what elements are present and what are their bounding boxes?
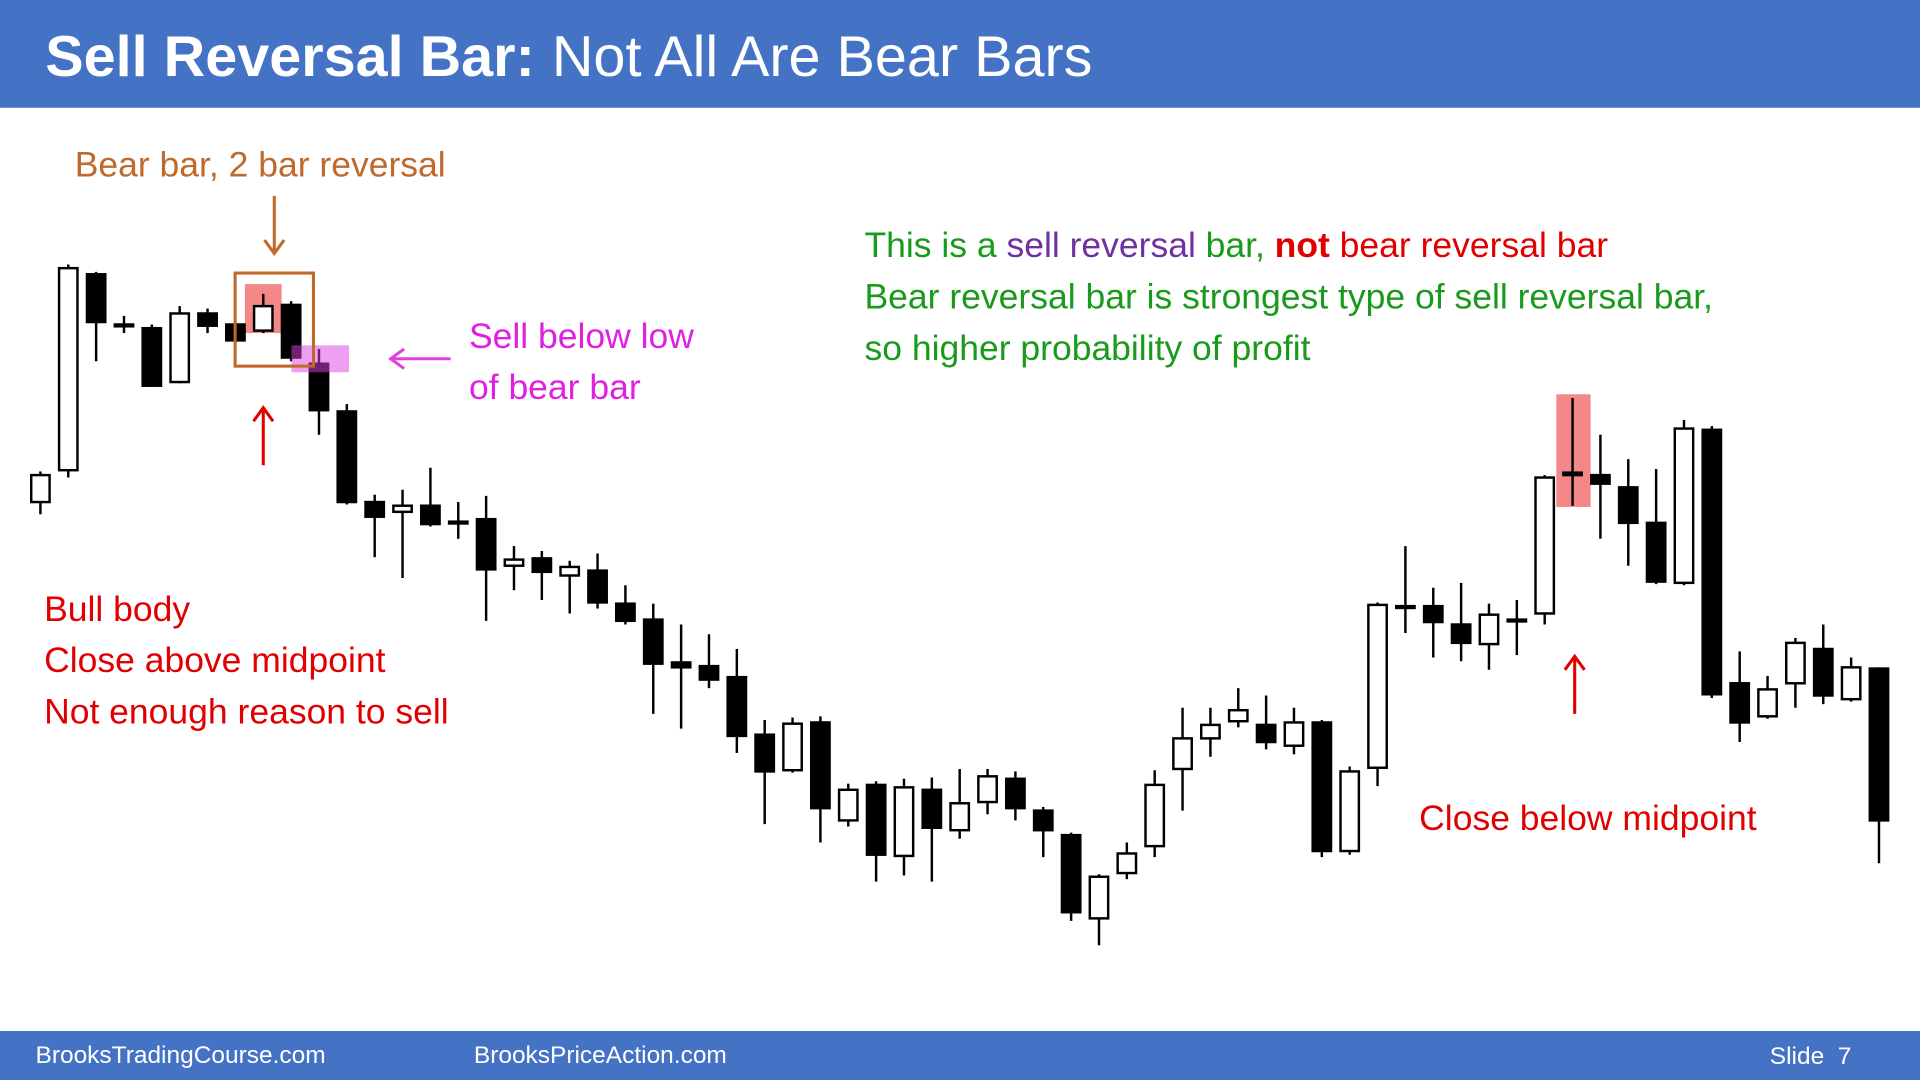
candle-body (30, 473, 51, 504)
candle-body (1478, 613, 1500, 646)
candle-body (1144, 783, 1166, 848)
candle-body (1367, 603, 1388, 769)
candle-body (559, 565, 581, 577)
candle-body (698, 664, 720, 681)
candle-body (113, 323, 135, 328)
text-part: not (1275, 225, 1330, 265)
candle-body (726, 675, 748, 738)
candle-body (1005, 777, 1026, 810)
candle-body (364, 500, 386, 518)
candle-body (392, 504, 413, 514)
candle-body (1729, 682, 1751, 724)
annotation: Sell below low (469, 316, 694, 356)
candle-body (1590, 473, 1611, 485)
candle-body (1172, 737, 1193, 771)
candle-body (1812, 647, 1834, 697)
candle-body (1088, 875, 1110, 920)
candle-body (503, 558, 525, 567)
footer-text: BrooksTradingCourse.com (36, 1042, 326, 1069)
candle-body (1339, 770, 1361, 853)
candle-body (336, 410, 358, 504)
candle-body (865, 783, 887, 856)
candle-body (197, 312, 218, 327)
candle-body (1227, 708, 1249, 723)
candle-body (1200, 723, 1221, 740)
candle-body (615, 602, 636, 623)
candle-body (420, 504, 441, 526)
text-part: This is a (864, 225, 996, 265)
candle-body (1785, 641, 1806, 685)
arrow (1563, 653, 1586, 714)
text-part: sell reversal (1006, 225, 1195, 265)
candle-body (1645, 521, 1667, 583)
candle-body (1311, 721, 1333, 853)
candle-body (1255, 723, 1277, 744)
candle-body (57, 266, 79, 472)
footer-text: BrooksPriceAction.com (474, 1042, 727, 1069)
candle-body (1868, 667, 1890, 822)
candle-body (1562, 471, 1583, 477)
text-part: bear reversal bar (1340, 225, 1609, 265)
arrow (388, 347, 451, 370)
candle-body (1673, 427, 1695, 585)
candle-body (921, 788, 943, 829)
candle-body (141, 326, 163, 387)
candle-body (1032, 809, 1054, 832)
candle-body (1283, 721, 1305, 747)
candle-body (977, 775, 998, 804)
annotation: Close above midpoint (44, 640, 386, 680)
candles (30, 264, 1890, 946)
annotation: so higher probability of profit (864, 328, 1310, 368)
title-rest: Not All Are Bear Bars (552, 25, 1093, 89)
candle-body (670, 661, 692, 669)
candle-body (782, 722, 803, 772)
title-bold: Sell Reversal Bar: (45, 25, 534, 89)
candle-body (837, 788, 859, 822)
candle-body (531, 557, 553, 574)
candle-body (1506, 618, 1528, 623)
box (233, 271, 315, 368)
candle-body (1534, 476, 1556, 615)
candle-body (447, 520, 469, 525)
candle-body (475, 517, 497, 571)
candle-body (1757, 688, 1778, 718)
arrows (252, 195, 1586, 714)
candle-body (1617, 486, 1639, 525)
candle-body (1422, 604, 1444, 624)
candle-body (1450, 623, 1472, 645)
annotation: Bull body (44, 589, 190, 629)
candle-body (810, 721, 831, 810)
candle-body (280, 303, 302, 359)
annotation: Not enough reason to sell (44, 692, 449, 732)
annotation: This is a sell reversal bar, not bear revers… (864, 225, 1608, 265)
candle-body (85, 273, 107, 324)
arrow (263, 195, 286, 257)
title: Sell Reversal Bar: Not All Are Bear Bars (45, 25, 1092, 89)
footer-bar (0, 1031, 1920, 1080)
arrow (252, 405, 275, 466)
annotation: Close below midpoint (1419, 798, 1757, 838)
text-part: bar, (1206, 225, 1265, 265)
candle-body (587, 569, 608, 604)
header-bar (0, 0, 1920, 108)
candle-body (169, 312, 191, 384)
candle-body (949, 802, 971, 832)
annotation: of bear bar (469, 367, 641, 407)
highlight (291, 345, 349, 373)
candle-body (642, 618, 664, 665)
candle-body (1701, 428, 1723, 696)
candle-body (1395, 604, 1416, 610)
annotation: Bear reversal bar is strongest type of s… (864, 277, 1712, 317)
candle-body (893, 786, 915, 858)
candle-body (1116, 852, 1138, 875)
candle-body (754, 733, 776, 773)
candle-body (1840, 666, 1862, 701)
candle-body (252, 304, 274, 332)
slide-number: Slide 7 (1770, 1043, 1852, 1070)
annotation: Bear bar, 2 bar reversal (75, 144, 446, 184)
candle-body (1060, 833, 1082, 914)
